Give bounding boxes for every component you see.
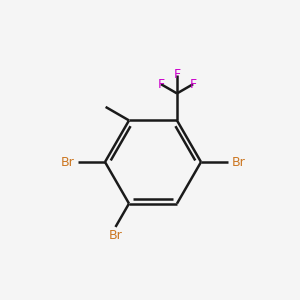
Text: Br: Br <box>109 230 122 242</box>
Text: F: F <box>173 68 181 81</box>
Text: Br: Br <box>232 155 245 169</box>
Text: F: F <box>190 78 197 91</box>
Text: Br: Br <box>61 155 74 169</box>
Text: F: F <box>157 78 164 91</box>
